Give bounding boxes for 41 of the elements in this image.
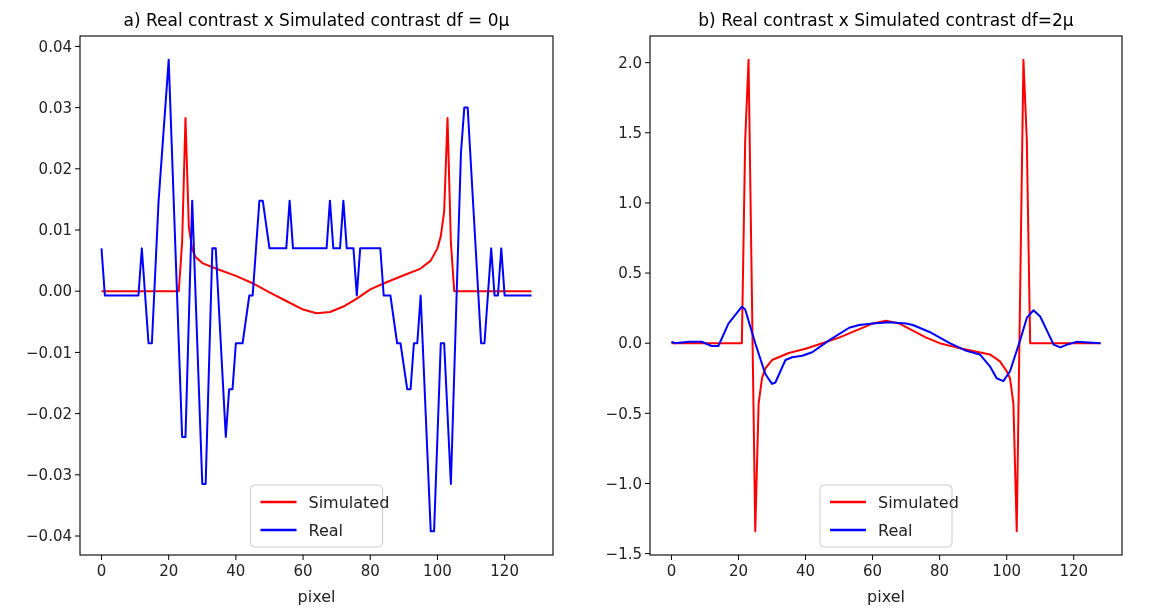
x-tick-label: 60 bbox=[863, 562, 883, 580]
line-series bbox=[670, 305, 1102, 385]
x-tick-label: 80 bbox=[360, 562, 380, 580]
y-tick-label: 2.0 bbox=[618, 53, 642, 72]
y-tick-label: −0.03 bbox=[26, 466, 72, 485]
x-tick-label: 100 bbox=[992, 562, 1021, 580]
x-tick-label: 0 bbox=[666, 562, 677, 580]
y-tick-label: 0.0 bbox=[618, 334, 642, 353]
y-tick-label: −0.01 bbox=[26, 343, 72, 362]
y-tick-label: −1.0 bbox=[605, 474, 642, 493]
x-tick-label: 120 bbox=[490, 562, 519, 580]
y-tick-label: 0.00 bbox=[38, 282, 72, 301]
y-tick-label: 0.01 bbox=[38, 221, 72, 240]
y-tick-label: 0.02 bbox=[38, 160, 72, 179]
x-axis-title: pixel bbox=[297, 587, 336, 606]
y-tick-label: 0.5 bbox=[618, 264, 642, 283]
legend-label: Simulated bbox=[308, 492, 390, 512]
y-tick-label: −0.02 bbox=[26, 404, 72, 423]
x-tick-label: 0 bbox=[96, 562, 107, 580]
legend-label: Real bbox=[878, 520, 913, 540]
line-series bbox=[100, 117, 533, 315]
legend-label: Simulated bbox=[878, 492, 959, 512]
x-tick-label: 80 bbox=[930, 562, 950, 580]
x-tick-label: 20 bbox=[159, 562, 179, 580]
x-tick-label: 120 bbox=[1059, 562, 1089, 580]
y-tick-label: 1.0 bbox=[618, 194, 642, 213]
x-tick-label: 40 bbox=[226, 562, 246, 580]
x-tick-label: 60 bbox=[293, 562, 313, 580]
legend-label: Real bbox=[308, 520, 343, 540]
y-tick-label: 1.5 bbox=[618, 124, 642, 143]
x-tick-label: 20 bbox=[728, 562, 749, 580]
x-tick-label: 40 bbox=[796, 562, 816, 580]
x-axis-title: pixel bbox=[867, 587, 905, 606]
y-tick-label: −0.5 bbox=[605, 404, 642, 423]
x-tick-label: 100 bbox=[423, 562, 452, 580]
chart-title: b) Real contrast x Simulated contrast df=2μ bbox=[698, 10, 1074, 30]
y-tick-label: −0.04 bbox=[26, 527, 72, 546]
y-tick-label: 0.04 bbox=[38, 37, 72, 56]
y-tick-label: 0.03 bbox=[38, 98, 72, 117]
y-tick-label: −1.5 bbox=[605, 544, 642, 563]
chart-title: a) Real contrast x Simulated contrast df = 0μ bbox=[123, 10, 510, 30]
